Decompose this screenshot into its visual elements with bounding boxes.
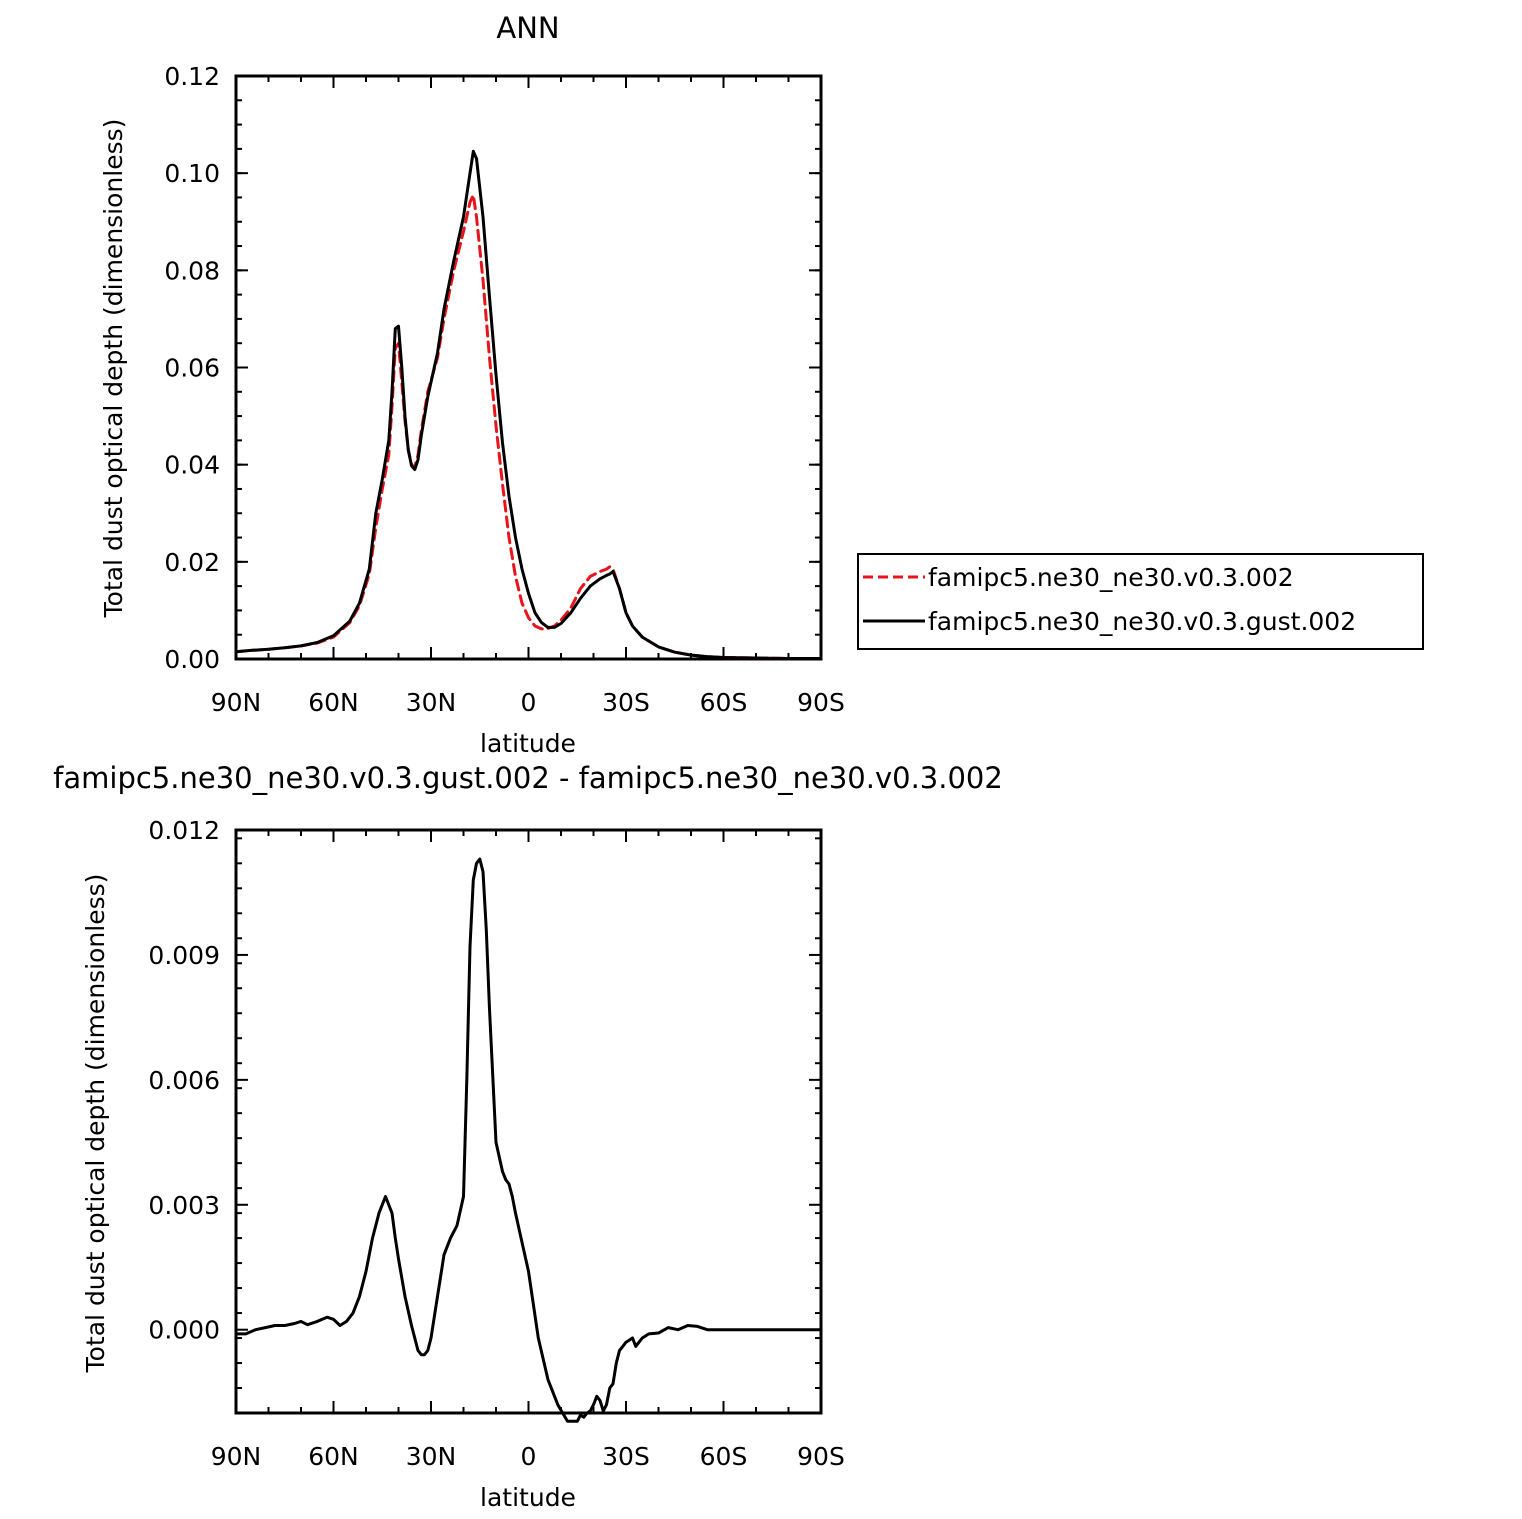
- bottom-y-axis-title: Total dust optical depth (dimensionless): [81, 874, 110, 1374]
- top-y-tick-label: 0.08: [164, 256, 220, 285]
- bottom-x-tick-label: 0: [521, 1442, 537, 1471]
- top-x-tick-label: 90S: [797, 688, 845, 717]
- bottom-series-lines: [234, 857, 823, 1423]
- bottom-y-tick-label: 0.003: [148, 1191, 220, 1220]
- legend-box: [857, 553, 1424, 650]
- top-series-line-1: [234, 149, 823, 660]
- bottom-plot-frame: [234, 828, 823, 1415]
- bottom-x-axis-title: latitude: [480, 1483, 576, 1512]
- bottom-y-tick-label: 0.009: [148, 941, 220, 970]
- top-panel: ANN Total dust optical depth (dimensionl…: [99, 11, 1424, 758]
- top-y-axis-title: Total dust optical depth (dimensionless): [99, 119, 128, 619]
- bottom-x-tick-label: 60S: [700, 1442, 748, 1471]
- bottom-x-tick-label: 90S: [797, 1442, 845, 1471]
- bottom-plot-title: famipc5.ne30_ne30.v0.3.gust.002 - famipc…: [53, 761, 1003, 795]
- top-y-tick-label: 0.04: [164, 451, 220, 480]
- legend-label-gust: famipc5.ne30_ne30.v0.3.gust.002: [928, 607, 1356, 636]
- bottom-panel: famipc5.ne30_ne30.v0.3.gust.002 - famipc…: [53, 761, 1003, 1512]
- top-series-lines: [234, 149, 823, 660]
- top-axes: 90N 60N 30N 0 30S 60S 90S 0.00 0.02 0.04 0.06 0.08 0…: [164, 62, 845, 717]
- bottom-y-tick-label: 0.000: [148, 1316, 220, 1345]
- top-x-tick-label: 60N: [308, 688, 359, 717]
- bottom-x-tick-label: 60N: [308, 1442, 359, 1471]
- bottom-y-tick-label: 0.006: [148, 1066, 220, 1095]
- bottom-x-tick-label: 30N: [406, 1442, 457, 1471]
- top-y-tick-label: 0.10: [164, 159, 220, 188]
- bottom-series-line-0: [234, 857, 823, 1423]
- bottom-x-tick-label: 30S: [602, 1442, 650, 1471]
- top-x-tick-label: 0: [521, 688, 537, 717]
- bottom-y-tick-label: 0.012: [148, 816, 220, 845]
- top-plot-title: ANN: [496, 11, 559, 45]
- top-y-tick-label: 0.06: [164, 354, 220, 383]
- top-x-axis-title: latitude: [480, 729, 576, 758]
- top-x-tick-label: 30S: [602, 688, 650, 717]
- top-y-tick-label: 0.02: [164, 548, 220, 577]
- bottom-x-tick-label: 90N: [211, 1442, 262, 1471]
- top-x-tick-label: 60S: [700, 688, 748, 717]
- top-x-tick-label: 90N: [211, 688, 262, 717]
- top-plot-frame: [234, 74, 823, 661]
- top-x-tick-label: 30N: [406, 688, 457, 717]
- legend: famipc5.ne30_ne30.v0.3.002 famipc5.ne30_…: [857, 553, 1424, 650]
- top-y-tick-label: 0.00: [164, 645, 220, 674]
- legend-label-control: famipc5.ne30_ne30.v0.3.002: [928, 563, 1294, 592]
- top-y-tick-label: 0.12: [164, 62, 220, 91]
